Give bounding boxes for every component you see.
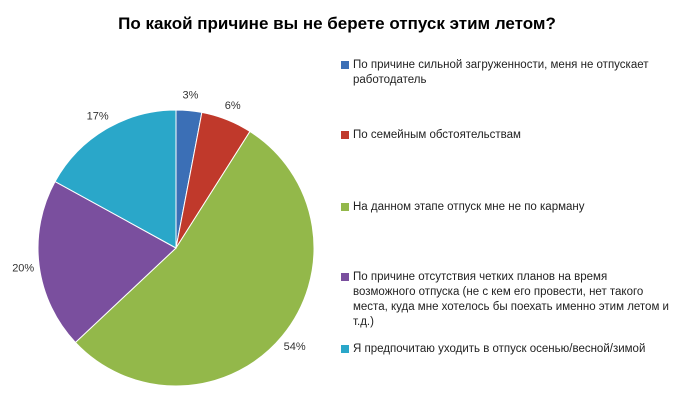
- pie-slice-4: [37, 180, 177, 344]
- legend-item-2: По семейным обстоятельствам: [341, 128, 671, 143]
- slice-label-5: 17%: [87, 110, 109, 122]
- legend-swatch-5: [341, 345, 349, 353]
- legend-item-5: Я предпочитаю уходить в отпуск осенью/ве…: [341, 342, 671, 357]
- slice-label-1: 3%: [183, 90, 199, 102]
- slice-label-4: 20%: [12, 262, 34, 274]
- slice-label-2: 6%: [225, 100, 241, 112]
- legend-swatch-3: [341, 203, 349, 211]
- legend-label-4: По причине отсутствия четких планов на в…: [353, 271, 669, 328]
- legend-item-4: По причине отсутствия четких планов на в…: [341, 270, 671, 330]
- legend-label-3: На данном этапе отпуск мне не по карману: [353, 201, 585, 213]
- legend-swatch-2: [341, 131, 349, 139]
- chart-title: По какой причине вы не берете отпуск эти…: [118, 14, 556, 33]
- legend-item-1: По причине сильной загруженности, меня н…: [341, 58, 671, 88]
- pie-slice-5: [54, 109, 177, 249]
- slice-label-3: 54%: [284, 341, 306, 353]
- pie-slice-3: [74, 130, 315, 387]
- legend-item-3: На данном этапе отпуск мне не по карману: [341, 200, 671, 215]
- legend-label-2: По семейным обстоятельствам: [353, 129, 521, 141]
- legend-swatch-1: [341, 61, 349, 69]
- legend-label-5: Я предпочитаю уходить в отпуск осенью/ве…: [353, 343, 646, 355]
- legend-label-1: По причине сильной загруженности, меня н…: [353, 59, 649, 86]
- legend-swatch-4: [341, 273, 349, 281]
